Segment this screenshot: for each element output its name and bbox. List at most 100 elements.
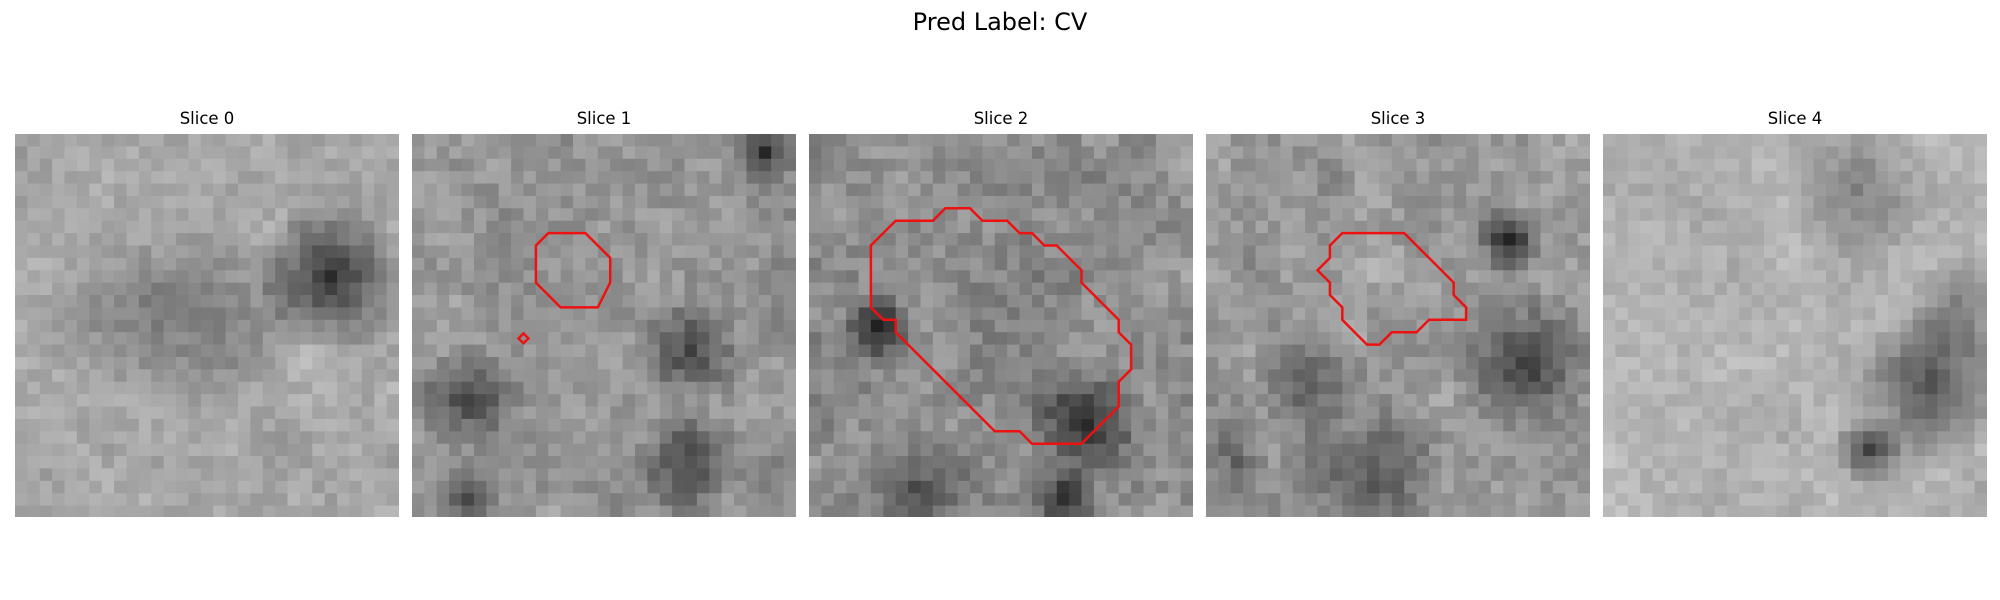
slice-image-3 [1206,134,1590,517]
image-pixel [895,158,909,172]
image-pixel [696,431,710,445]
image-pixel [287,146,301,160]
image-pixel [225,406,239,420]
image-pixel [1168,456,1182,470]
image-pixel [52,456,66,470]
image-pixel [436,356,450,370]
image-pixel [1677,369,1691,383]
image-pixel [1937,307,1951,321]
image-pixel [1490,356,1504,370]
image-pixel [1565,394,1579,408]
image-pixel [560,220,574,234]
image-pixel [76,369,90,383]
image-pixel [647,220,661,234]
image-pixel [1404,307,1418,321]
image-pixel [1813,468,1827,482]
image-pixel [337,480,351,494]
image-pixel [1689,233,1703,247]
image-pixel [1069,319,1083,333]
image-pixel [1603,344,1616,358]
image-pixel [213,456,227,470]
image-pixel [1206,171,1219,185]
image-pixel [1962,431,1976,445]
image-pixel [237,332,251,346]
image-pixel [1131,146,1145,160]
image-pixel [758,394,772,408]
image-pixel [1305,468,1319,482]
image-pixel [126,356,140,370]
image-pixel [1218,257,1232,271]
image-pixel [1490,369,1504,383]
image-pixel [1218,480,1232,494]
image-pixel [114,233,128,247]
image-pixel [176,332,190,346]
image-pixel [1118,195,1132,209]
image-pixel [597,418,611,432]
image-pixel [250,146,264,160]
image-pixel [337,468,351,482]
image-pixel [1056,257,1070,271]
image-pixel [213,220,227,234]
image-pixel [672,233,686,247]
image-pixel [1751,183,1765,197]
image-pixel [461,369,475,383]
image-pixel [1206,282,1219,296]
image-pixel [1863,307,1877,321]
image-pixel [412,505,425,517]
image-pixel [1230,220,1244,234]
image-pixel [1317,282,1331,296]
image-pixel [1044,195,1058,209]
image-pixel [1900,493,1914,507]
image-pixel [945,208,959,222]
image-pixel [486,381,500,395]
image-pixel [1367,319,1381,333]
image-pixel [1875,406,1889,420]
image-pixel [771,319,785,333]
image-pixel [27,480,41,494]
image-pixel [1180,406,1193,420]
image-pixel [1664,146,1678,160]
image-pixel [1863,406,1877,420]
image-pixel [1764,183,1778,197]
image-pixel [386,493,399,507]
image-pixel [1838,493,1852,507]
image-pixel [89,319,103,333]
image-pixel [1180,245,1193,259]
image-pixel [1900,208,1914,222]
image-pixel [1292,443,1306,457]
image-pixel [1664,295,1678,309]
image-pixel [225,505,239,517]
image-pixel [287,418,301,432]
image-pixel [1702,480,1716,494]
image-pixel [634,443,648,457]
image-pixel [498,332,512,346]
image-pixel [1453,233,1467,247]
image-pixel [1875,195,1889,209]
image-pixel [1019,344,1033,358]
image-pixel [287,282,301,296]
image-pixel [138,134,152,147]
image-pixel [424,183,438,197]
image-pixel [1143,505,1157,517]
image-pixel [1255,183,1269,197]
image-pixel [1404,356,1418,370]
image-pixel [250,456,264,470]
image-pixel [1863,369,1877,383]
image-pixel [237,295,251,309]
image-pixel [1428,406,1442,420]
image-pixel [1118,468,1132,482]
image-pixel [1875,480,1889,494]
image-pixel [597,146,611,160]
image-pixel [361,257,375,271]
image-pixel [1206,208,1219,222]
image-pixel [237,443,251,457]
image-pixel [1714,418,1728,432]
image-pixel [696,233,710,247]
image-pixel [647,183,661,197]
image-pixel [461,356,475,370]
image-pixel [287,505,301,517]
image-pixel [809,295,822,309]
image-pixel [1143,319,1157,333]
image-pixel [734,381,748,395]
image-pixel [1131,158,1145,172]
